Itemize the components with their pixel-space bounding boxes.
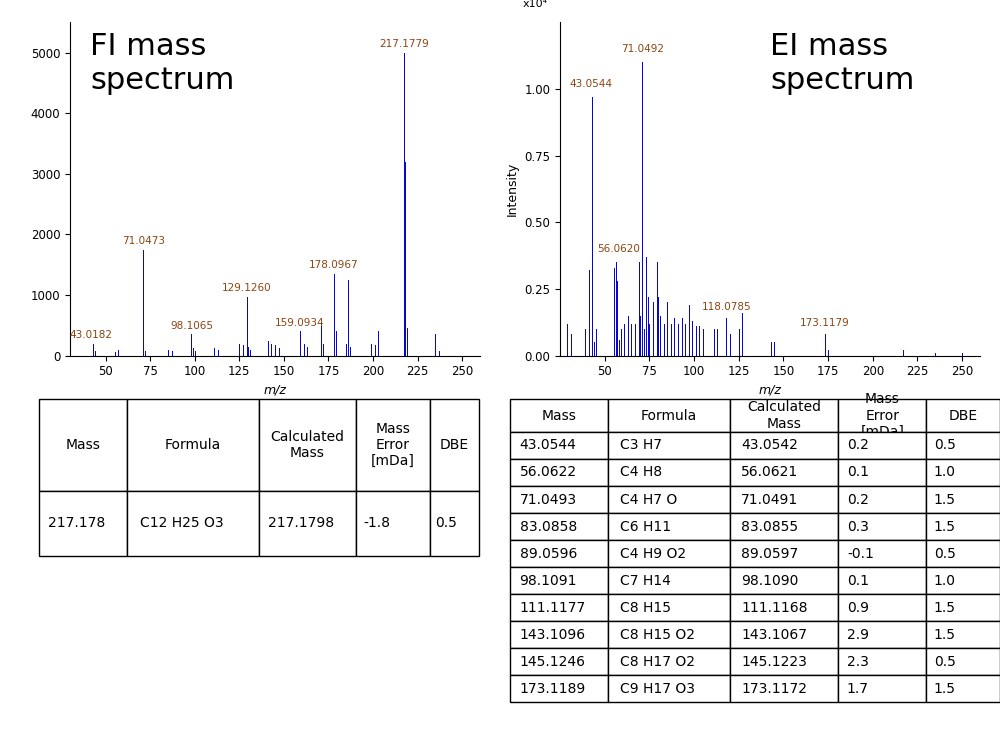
Y-axis label: Intensity: Intensity bbox=[506, 162, 519, 216]
Text: 71.0492: 71.0492 bbox=[621, 44, 664, 54]
X-axis label: m/z: m/z bbox=[264, 384, 286, 397]
Text: EI mass
spectrum: EI mass spectrum bbox=[770, 33, 914, 95]
Text: 129.1260: 129.1260 bbox=[222, 283, 272, 293]
Text: 71.0473: 71.0473 bbox=[122, 236, 165, 246]
Text: 217.1779: 217.1779 bbox=[379, 39, 429, 49]
Text: 178.0967: 178.0967 bbox=[309, 260, 359, 270]
Text: 43.0544: 43.0544 bbox=[569, 79, 612, 89]
Text: 118.0785: 118.0785 bbox=[702, 302, 751, 312]
X-axis label: m/z: m/z bbox=[759, 384, 781, 397]
Text: 173.1179: 173.1179 bbox=[800, 318, 850, 328]
Text: 56.0620: 56.0620 bbox=[598, 245, 641, 254]
Text: FI mass
spectrum: FI mass spectrum bbox=[90, 33, 235, 95]
Text: 98.1065: 98.1065 bbox=[170, 321, 213, 330]
Text: x10⁴: x10⁴ bbox=[522, 0, 547, 9]
Text: 159.0934: 159.0934 bbox=[275, 318, 325, 328]
Text: 43.0182: 43.0182 bbox=[70, 330, 113, 340]
